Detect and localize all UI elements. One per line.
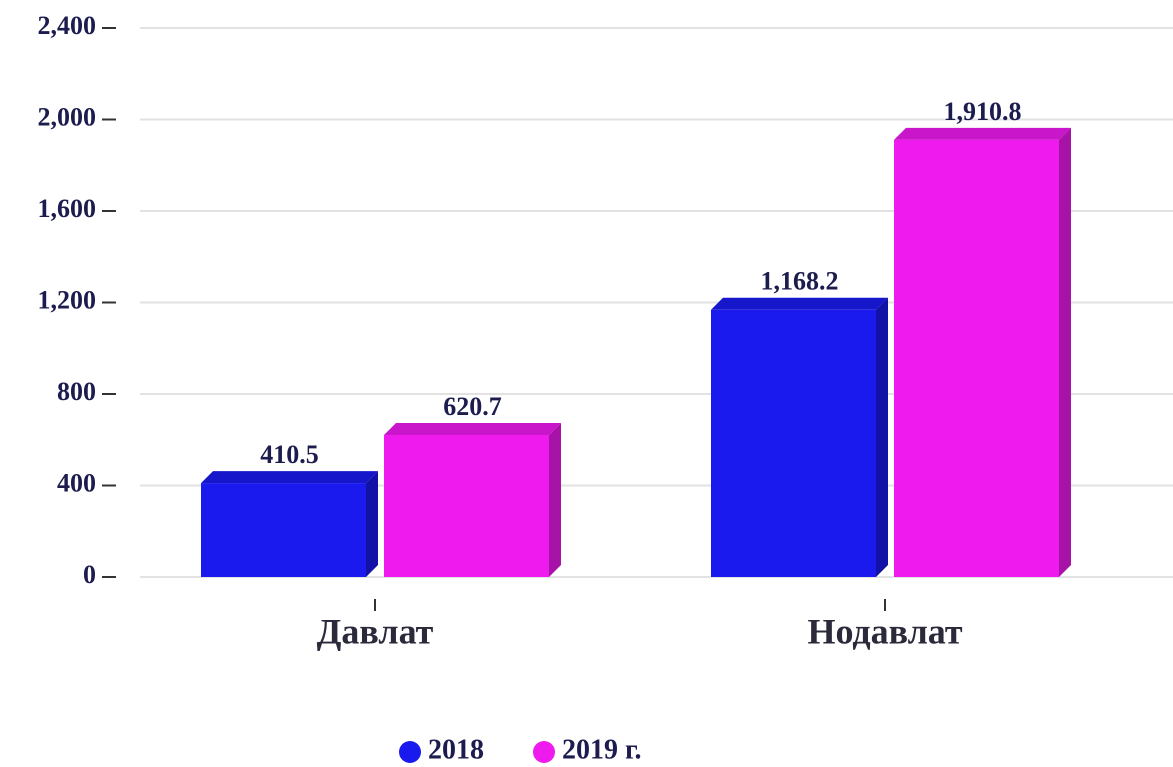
bar-top xyxy=(711,297,888,310)
legend-marker xyxy=(399,741,421,763)
y-tick-label: 1,200 xyxy=(38,285,97,314)
y-tick-label: 0 xyxy=(83,560,96,589)
y-tick-label: 2,400 xyxy=(38,11,97,40)
data-label: 1,910.8 xyxy=(944,97,1022,126)
bar-side xyxy=(1059,127,1071,577)
bar xyxy=(711,309,876,577)
bar-side xyxy=(549,423,561,577)
bar-side xyxy=(876,297,888,577)
legend-label: 2019 г. xyxy=(562,734,642,765)
bar xyxy=(384,435,549,577)
data-label: 410.5 xyxy=(260,440,319,469)
bar-top xyxy=(894,127,1071,140)
x-tick-label: Нодавлат xyxy=(807,611,962,651)
x-tick-label: Давлат xyxy=(317,611,434,651)
legend-marker xyxy=(533,741,555,763)
y-tick-label: 400 xyxy=(57,468,96,497)
data-label: 1,168.2 xyxy=(761,267,839,296)
y-tick-label: 800 xyxy=(57,377,96,406)
bar-side xyxy=(366,471,378,577)
bar xyxy=(894,139,1059,578)
y-tick-label: 2,000 xyxy=(38,102,97,131)
bar xyxy=(201,483,366,577)
data-label: 620.7 xyxy=(443,392,502,421)
bar-top xyxy=(384,423,561,436)
bar-top xyxy=(201,471,378,484)
y-tick-label: 1,600 xyxy=(38,194,97,223)
legend-label: 2018 xyxy=(428,734,484,765)
